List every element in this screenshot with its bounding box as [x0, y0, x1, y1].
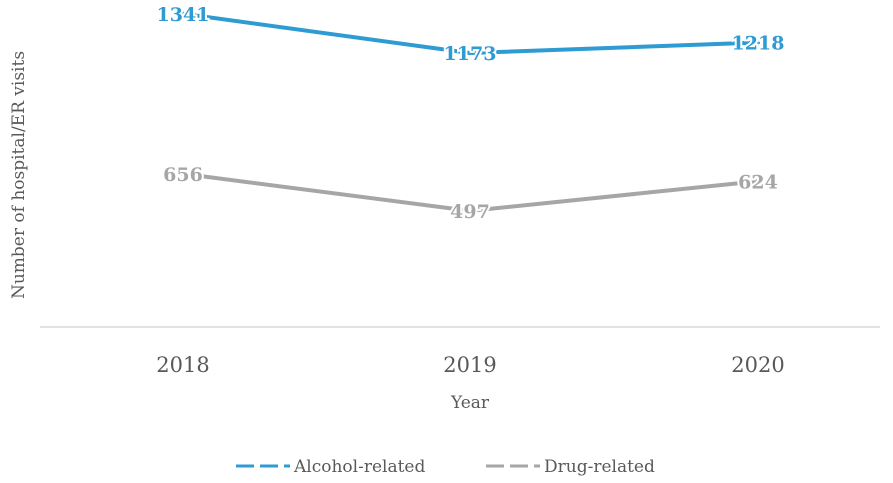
- series-line-0: [181, 11, 760, 56]
- x-ticks: 2018 2019 2020: [156, 353, 784, 377]
- legend-label-drug: Drug-related: [544, 457, 655, 477]
- data-label: 1173: [444, 43, 497, 65]
- legend-label-alcohol: Alcohol-related: [293, 457, 425, 477]
- data-label: 624: [738, 171, 778, 193]
- legend-item-drug[interactable]: Drug-related: [486, 457, 655, 477]
- data-label: 1218: [732, 33, 785, 55]
- x-tick-label: 2019: [443, 353, 496, 377]
- legend-item-alcohol[interactable]: Alcohol-related: [236, 457, 425, 477]
- plot-area: 1341 1173 1218 656 497 624: [155, 2, 787, 225]
- data-label: 497: [450, 201, 490, 223]
- x-tick-label: 2018: [156, 353, 209, 377]
- x-axis-title: Year: [450, 393, 490, 413]
- x-tick-label: 2020: [731, 353, 784, 377]
- legend: Alcohol-related Drug-related: [236, 457, 655, 477]
- series-line-1: [181, 171, 760, 213]
- y-axis-title: Number of hospital/ER visits: [9, 51, 29, 299]
- data-label: 656: [163, 164, 203, 186]
- data-label: 1341: [157, 4, 210, 26]
